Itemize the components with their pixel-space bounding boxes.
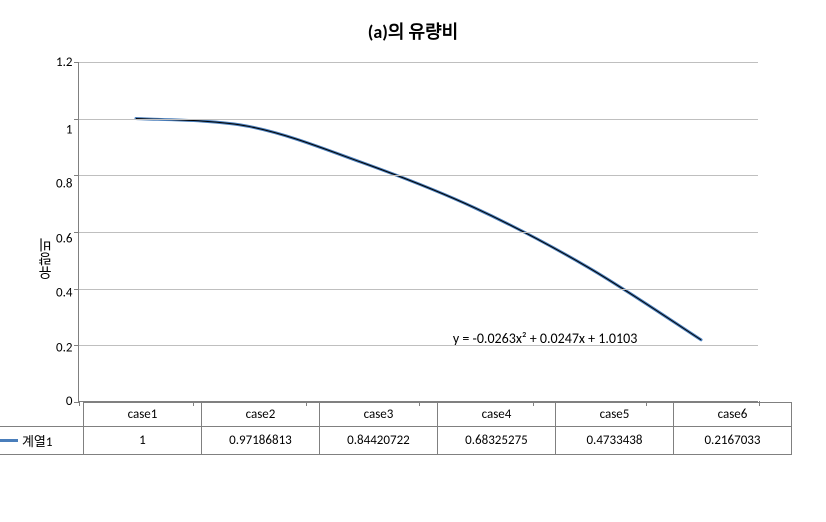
data-table: case1case2case3case4case5case6 계열1 10.9718… <box>0 402 792 455</box>
category-label: case6 <box>673 403 791 427</box>
trend-line <box>136 119 701 340</box>
data-value-cell: 0.97186813 <box>201 427 319 455</box>
data-value-cell: 0.68325275 <box>437 427 555 455</box>
plot-wrap: 유량비 1.210.80.60.40.20 y = -0.0263x² + 0.… <box>30 62 796 455</box>
y-tick-label: 1 <box>66 123 73 136</box>
data-value-cell: 1 <box>83 427 201 455</box>
chart-title: (a)의 유량비 <box>30 18 796 44</box>
y-tick-label: 0.6 <box>56 232 72 245</box>
y-axis-title: 유량비 <box>30 89 56 429</box>
data-value-cell: 0.4733438 <box>555 427 673 455</box>
plot-area: y = -0.0263x² + 0.0247x + 1.0103 <box>78 62 758 402</box>
category-label: case1 <box>83 403 201 427</box>
category-label: case2 <box>201 403 319 427</box>
y-tick-label: 0.4 <box>56 287 72 300</box>
y-tick-label: 1.2 <box>56 56 72 69</box>
y-tick-label: 0 <box>66 395 73 408</box>
legend-cell: 계열1 <box>0 427 83 455</box>
trendline-equation: y = -0.0263x² + 0.0247x + 1.0103 <box>453 330 637 347</box>
category-label: case4 <box>437 403 555 427</box>
category-label: case5 <box>555 403 673 427</box>
data-value-cell: 0.84420722 <box>319 427 437 455</box>
y-tick-label: 0.8 <box>56 178 72 191</box>
chart-container: (a)의 유량비 유량비 1.2 1 0.8 0.6 0.4 0.2 0 y = -0.02… <box>0 0 826 522</box>
legend-label: 계열1 <box>22 431 53 450</box>
legend-line-icon <box>0 439 18 442</box>
y-tick-label: 0.2 <box>56 341 72 354</box>
data-value-cell: 0.2167033 <box>673 427 791 455</box>
category-label: case3 <box>319 403 437 427</box>
series-line <box>136 119 701 340</box>
